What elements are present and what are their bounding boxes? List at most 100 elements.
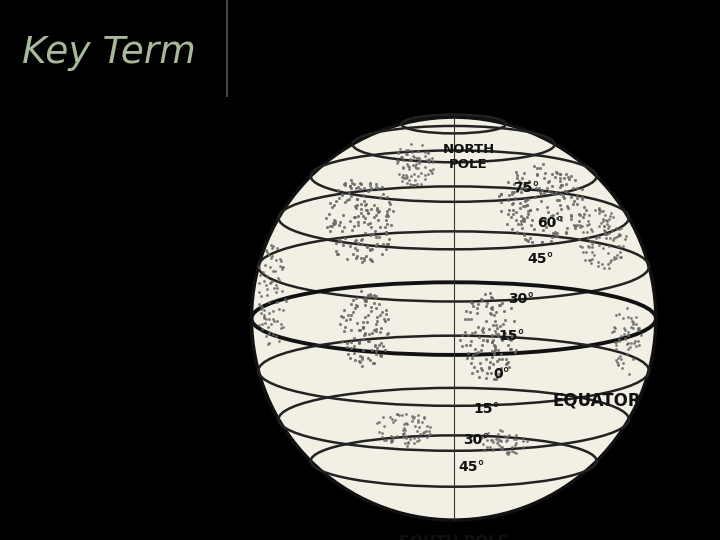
Point [522, 237, 534, 245]
Point [472, 300, 484, 309]
Point [382, 329, 393, 338]
Point [634, 323, 645, 332]
Point [380, 309, 392, 318]
Point [364, 219, 376, 228]
Point [563, 174, 575, 183]
Point [490, 342, 501, 350]
Point [566, 193, 577, 201]
Point [371, 240, 382, 248]
Point [264, 251, 275, 259]
Point [269, 284, 280, 293]
Point [341, 196, 353, 205]
Point [363, 291, 374, 300]
Point [333, 186, 344, 194]
Point [496, 443, 508, 451]
Point [356, 208, 367, 217]
Point [381, 240, 392, 248]
Point [613, 336, 625, 345]
Point [618, 323, 630, 332]
Point [500, 360, 512, 369]
Point [576, 243, 588, 252]
Point [379, 422, 390, 430]
Point [386, 220, 397, 229]
Point [536, 190, 547, 199]
Point [630, 341, 642, 350]
Point [520, 197, 531, 205]
Point [345, 344, 356, 353]
Point [467, 354, 478, 362]
Point [487, 335, 499, 344]
Point [566, 212, 577, 221]
Point [482, 429, 494, 437]
Point [579, 256, 590, 265]
Point [485, 368, 497, 377]
Point [594, 233, 606, 241]
Point [510, 449, 521, 457]
Point [621, 349, 633, 358]
Point [401, 442, 413, 450]
Point [559, 187, 570, 195]
Point [374, 328, 386, 336]
Point [568, 221, 580, 230]
Point [254, 271, 266, 280]
Point [495, 300, 506, 309]
Point [481, 436, 492, 444]
Point [511, 186, 523, 195]
Point [401, 173, 413, 181]
Point [460, 341, 472, 349]
Point [397, 423, 409, 432]
Point [372, 312, 383, 321]
Point [357, 323, 369, 332]
Point [574, 242, 585, 251]
Point [405, 139, 417, 148]
Point [536, 197, 547, 205]
Point [336, 191, 348, 199]
Point [510, 435, 521, 443]
Point [521, 235, 532, 244]
Point [384, 413, 395, 421]
Point [374, 233, 385, 241]
Point [601, 217, 613, 225]
Point [412, 153, 423, 162]
Point [554, 200, 566, 209]
Point [397, 429, 409, 438]
Point [471, 303, 482, 312]
Point [547, 211, 559, 219]
Point [505, 345, 517, 353]
Point [324, 221, 336, 230]
Point [253, 263, 265, 272]
Point [469, 362, 480, 371]
Point [381, 210, 392, 219]
Point [627, 320, 639, 328]
Point [265, 254, 276, 262]
Point [421, 421, 433, 430]
Point [510, 208, 521, 217]
Point [555, 213, 567, 221]
Point [613, 225, 625, 233]
Point [555, 180, 567, 189]
Point [517, 443, 528, 451]
Point [562, 173, 573, 182]
Point [256, 308, 267, 317]
Point [461, 353, 472, 362]
Point [552, 168, 563, 177]
Point [415, 180, 427, 188]
Point [486, 305, 498, 313]
Point [385, 437, 397, 446]
Point [335, 217, 346, 226]
Point [523, 177, 535, 186]
Point [503, 431, 515, 440]
Point [400, 410, 412, 418]
Point [255, 304, 266, 313]
Point [387, 207, 399, 215]
Point [397, 173, 408, 182]
Point [333, 234, 345, 243]
Point [258, 314, 270, 322]
Point [367, 230, 379, 238]
Point [371, 343, 382, 352]
Point [253, 321, 265, 329]
Point [339, 198, 351, 206]
Text: 60°: 60° [538, 217, 564, 231]
Point [492, 434, 504, 442]
Point [515, 198, 526, 207]
